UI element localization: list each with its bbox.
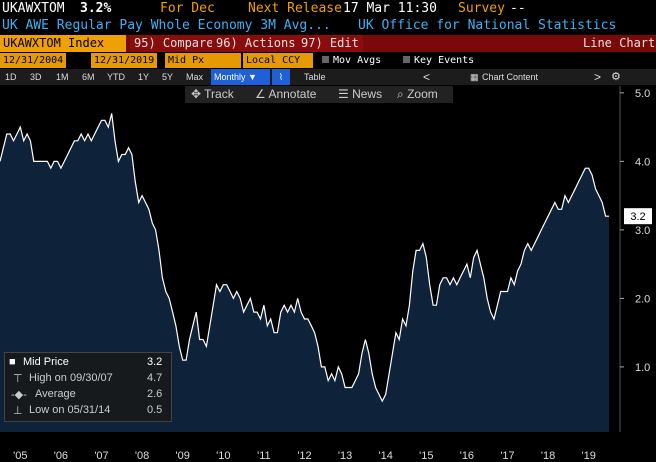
range[interactable]: 6M [82, 72, 95, 82]
legend-icon: -◆- [11, 389, 27, 401]
last-value-tag [624, 208, 652, 225]
start-date[interactable]: 12/31/2004 [0, 53, 67, 68]
range[interactable]: 1M [56, 72, 69, 82]
y-tick-label: 5.0 [635, 88, 650, 100]
x-tick-label: '05 [13, 450, 27, 462]
key-events-label: Key Events [414, 55, 475, 66]
tool-bar: ✥ Track ∠ Annotate ☰ News ⌕ Zoom [185, 86, 453, 103]
range[interactable]: Max [186, 72, 204, 82]
x-tick-label: '08 [135, 450, 149, 462]
stat-value: 2.6 [147, 388, 163, 400]
edit-button[interactable]: 97) Edit [297, 35, 363, 52]
range-bar [0, 69, 656, 85]
frequency-button[interactable]: Monthly ▼ [211, 69, 270, 85]
currency-select[interactable]: Local CCY [243, 53, 313, 68]
checkbox[interactable] [322, 56, 329, 63]
y-tick-label: 1.0 [635, 362, 650, 374]
line [0, 113, 609, 403]
stat-value: 3.2 [147, 356, 163, 368]
stat-value: 0.5 [147, 404, 163, 416]
last-value-label: 3.2 [630, 211, 645, 223]
checkbox[interactable] [403, 56, 410, 63]
last-value: 3.2% [80, 1, 112, 16]
x-tick-label: '10 [216, 450, 230, 462]
view-label: Line Chart [583, 36, 656, 50]
x-tick-label: '09 [176, 450, 190, 462]
field-select[interactable]: Mid Px [165, 53, 241, 68]
frequency-label: Monthly [214, 72, 246, 82]
stat-label: Mid Price [23, 356, 69, 368]
stat-value: 4.7 [147, 372, 163, 384]
security[interactable]: UKAWXTOM Index [0, 35, 126, 52]
x-tick-label: '11 [257, 450, 271, 462]
table-button[interactable]: Table [304, 72, 326, 82]
tool[interactable]: ✥ Track [191, 87, 234, 101]
y-tick-label: 3.0 [635, 225, 650, 237]
legend-swatch: ■ [9, 356, 16, 368]
key-events[interactable]: Key Events [403, 53, 474, 68]
actions-button[interactable]: 96) Actions [212, 35, 300, 52]
y-tick-label: 4.0 [635, 156, 650, 168]
mov-avgs[interactable]: Mov Avgs [322, 53, 381, 68]
x-tick-label: '07 [94, 450, 108, 462]
tool[interactable]: ⌕ Zoom [397, 87, 438, 101]
survey: -- [510, 1, 526, 16]
mov-avgs-label: Mov Avgs [333, 55, 382, 66]
legend-icon: ⊤ [13, 373, 23, 385]
tool-label: Annotate [268, 87, 317, 101]
range[interactable]: 3D [30, 72, 42, 82]
x-tick-label: '14 [379, 450, 393, 462]
survey-label: Survey [458, 1, 505, 16]
x-tick-label: '17 [500, 450, 514, 462]
chart-icon[interactable]: ⌇ [272, 69, 290, 85]
x-tick-label: '15 [419, 450, 433, 462]
chart-content[interactable]: Chart Content [482, 72, 539, 82]
ticker[interactable]: UKAWXTOM [2, 1, 65, 16]
tool-label: Zoom [407, 87, 438, 101]
period: For Dec [160, 1, 215, 16]
stat-label: Average [35, 388, 76, 400]
tool[interactable]: ∠ Annotate [255, 87, 317, 101]
source: UK Office for National Statistics [358, 18, 617, 33]
x-tick-label: '16 [460, 450, 474, 462]
legend-icon: ⊥ [13, 405, 23, 417]
compare-button[interactable]: 95) Compare [130, 35, 218, 52]
range[interactable]: YTD [107, 72, 125, 82]
next-release-label: Next Release [248, 1, 342, 16]
tool[interactable]: ☰ News [338, 87, 383, 101]
description: UK AWE Regular Pay Whole Economy 3M Avg.… [2, 18, 331, 33]
y-tick-label: 2.0 [635, 293, 650, 305]
chart-content-icon: ▦ [470, 72, 479, 82]
tool-label: News [352, 87, 383, 101]
range[interactable]: 1Y [138, 72, 150, 82]
x-tick-label: '18 [541, 450, 555, 462]
settings-icon[interactable]: ⚙ [611, 71, 621, 83]
stat-label: Low on 05/31/14 [29, 404, 111, 416]
prev-arrow[interactable]: < [423, 70, 431, 84]
range[interactable]: 1D [5, 72, 17, 82]
legend: ■ Mid Price 3.2 ⊤ High on 09/30/07 4.7 -… [4, 352, 172, 422]
end-date[interactable]: 12/31/2019 [91, 53, 158, 68]
x-tick-label: '13 [338, 450, 352, 462]
x-tick-label: '06 [54, 450, 68, 462]
tool-label: Track [204, 87, 234, 101]
stat-label: High on 09/30/07 [29, 372, 113, 384]
range[interactable]: 5Y [162, 72, 174, 82]
next-arrow[interactable]: > [594, 70, 602, 84]
x-tick-label: '19 [582, 450, 596, 462]
next-release: 17 Mar 11:30 [343, 1, 437, 16]
x-tick-label: '12 [297, 450, 311, 462]
